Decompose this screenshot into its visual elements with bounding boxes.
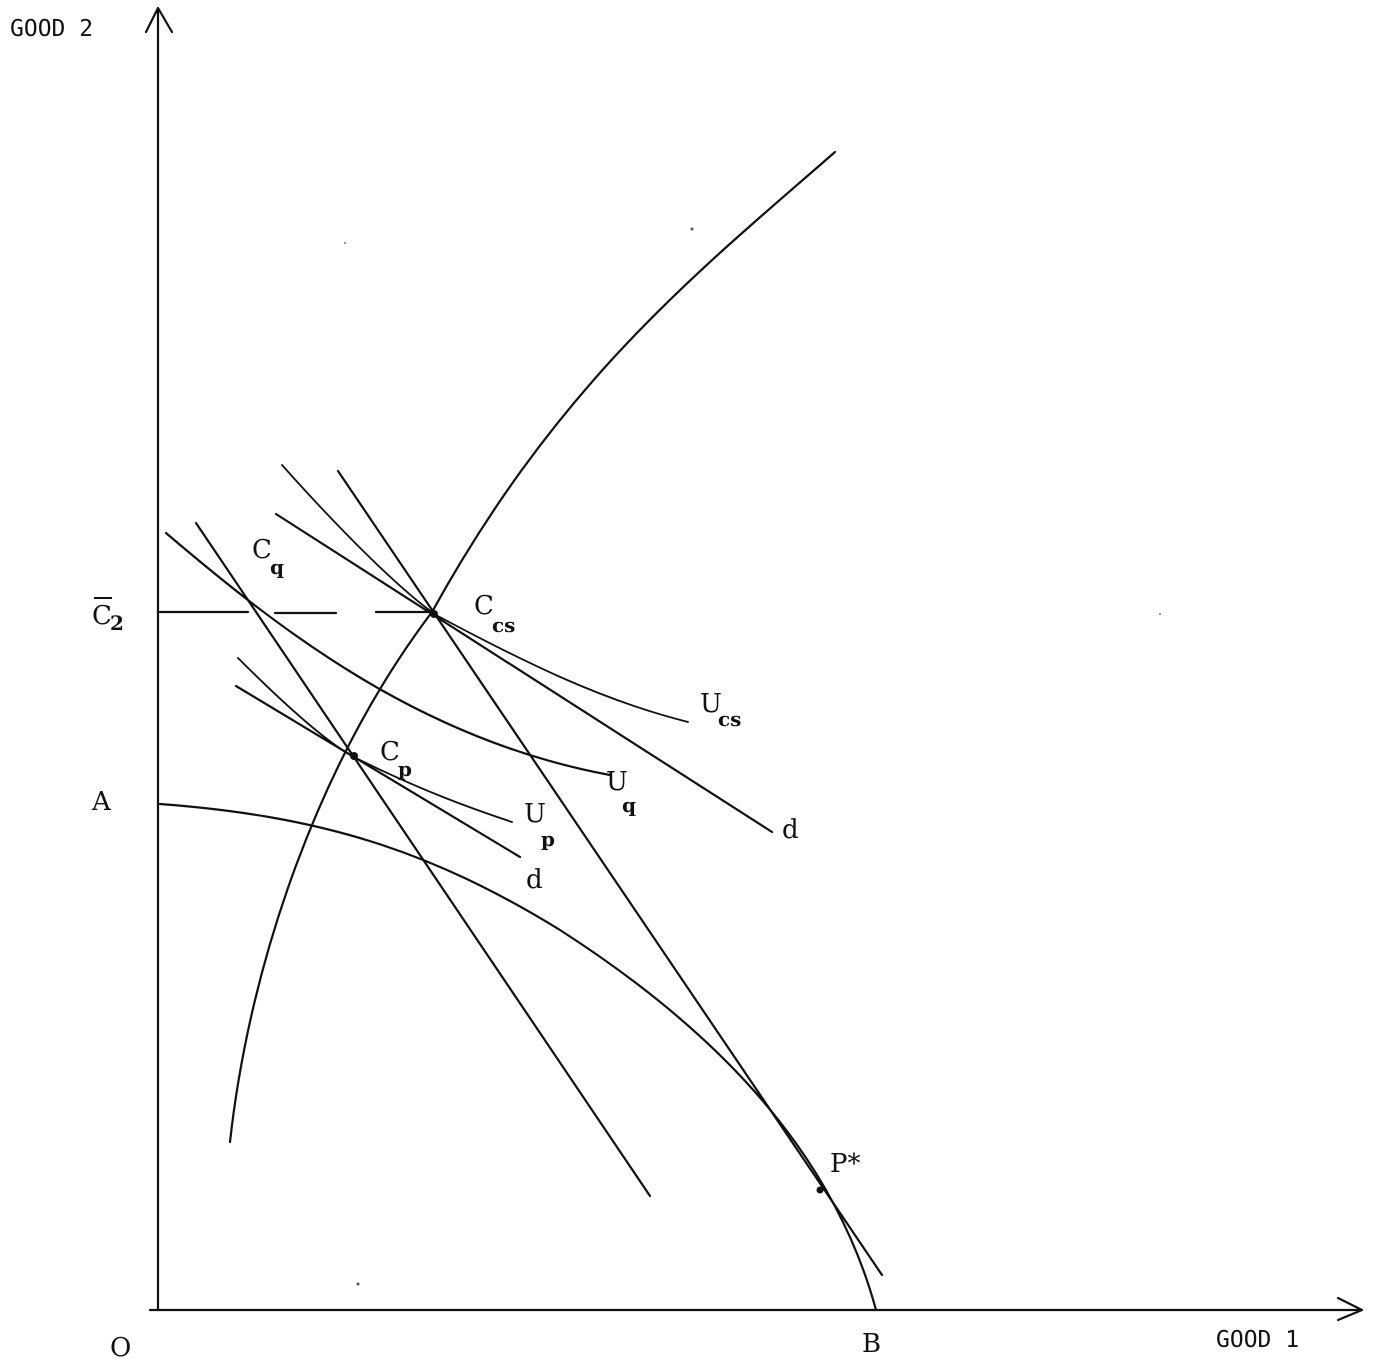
label-b: B bbox=[862, 1329, 881, 1359]
point-ccs-marker bbox=[430, 610, 438, 618]
label-d-upper: d bbox=[782, 815, 799, 845]
label-up-sub: p bbox=[541, 827, 555, 851]
d-line-upper bbox=[274, 512, 774, 834]
label-ucs-sub: cs bbox=[718, 707, 741, 731]
consumption-path-curve bbox=[228, 150, 837, 1144]
x-axis-label: GOOD 1 bbox=[1216, 1327, 1299, 1353]
label-ccs-sub: cs bbox=[492, 613, 515, 637]
price-line-upper bbox=[336, 469, 884, 1277]
scan-dot bbox=[1159, 613, 1161, 615]
label-ccs: C bbox=[474, 591, 494, 621]
label-pstar: P* bbox=[830, 1149, 861, 1179]
label-c2: C bbox=[92, 601, 112, 631]
label-d-lower: d bbox=[526, 865, 543, 895]
y-axis-arrow-icon bbox=[144, 6, 174, 34]
label-uq-sub: q bbox=[622, 793, 636, 817]
label-up: U bbox=[524, 799, 546, 829]
price-line-lower bbox=[194, 521, 652, 1198]
scan-dot bbox=[344, 242, 346, 244]
point-cp-marker bbox=[350, 752, 358, 760]
label-cq: C bbox=[252, 535, 272, 565]
production-frontier bbox=[158, 802, 878, 1312]
label-cp: C bbox=[380, 737, 400, 767]
label-ucs: U bbox=[700, 689, 722, 719]
d-line-lower bbox=[234, 684, 522, 859]
label-c2-sub: 2 bbox=[110, 611, 124, 635]
label-cp-sub: p bbox=[398, 757, 412, 781]
origin-label: O bbox=[110, 1333, 131, 1361]
x-axis-arrow-icon bbox=[1336, 1296, 1364, 1322]
label-a: A bbox=[91, 787, 112, 817]
label-cq-sub: q bbox=[270, 555, 284, 579]
scan-dot bbox=[356, 1282, 360, 1286]
label-uq: U bbox=[606, 767, 628, 797]
scan-dot bbox=[690, 227, 694, 231]
y-axis-label: GOOD 2 bbox=[10, 16, 93, 42]
point-pstar-marker bbox=[816, 1186, 824, 1194]
indifference-curve-uq bbox=[164, 531, 612, 777]
indifference-curve-up bbox=[237, 657, 513, 823]
